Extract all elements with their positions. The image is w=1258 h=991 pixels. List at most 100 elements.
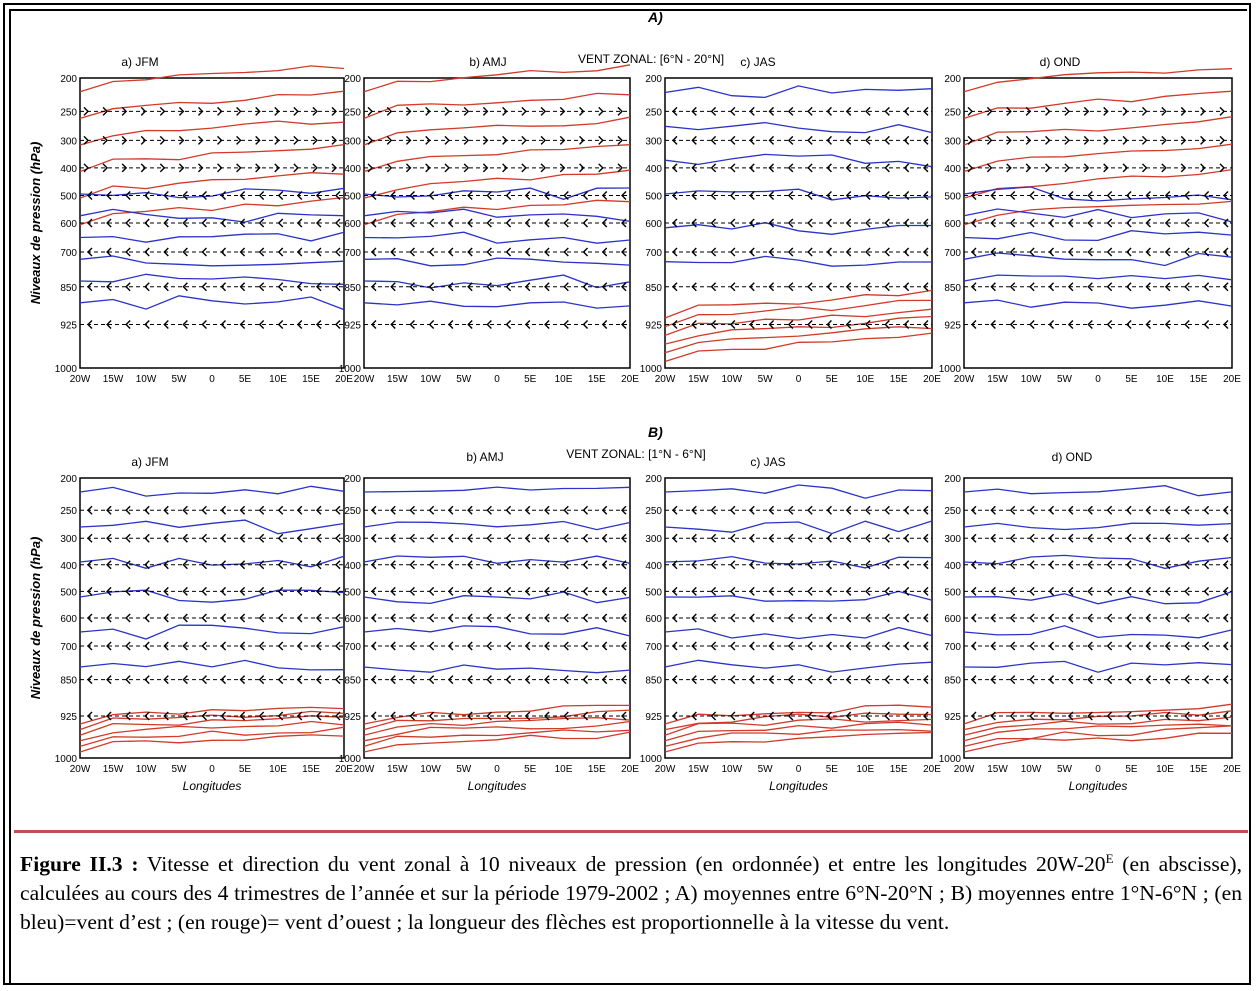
wind-arrow: [447, 586, 454, 596]
wind-arrow: [672, 320, 678, 329]
easterly-contour: [79, 519, 345, 535]
pressure-tick-label: 850: [645, 676, 662, 687]
wind-arrow: [163, 675, 169, 685]
wind-arrow: [447, 613, 454, 623]
wind-arrow: [367, 163, 373, 173]
westerly-contour: [79, 65, 345, 93]
longitude-tick-label: 10W: [1021, 764, 1042, 775]
easterly-contour: [963, 274, 1233, 282]
pressure-tick-label: 600: [645, 614, 662, 625]
wind-arrow: [182, 560, 188, 570]
wind-arrow: [986, 106, 993, 116]
wind-arrow: [386, 106, 393, 116]
wind-arrow: [884, 247, 890, 257]
wind-arrow: [467, 675, 473, 685]
wind-arrow: [749, 163, 755, 173]
wind-arrow: [1164, 282, 1171, 292]
wind-arrow: [258, 560, 265, 570]
wind-arrow: [1122, 135, 1129, 145]
wind-arrow: [845, 218, 852, 228]
wind-arrow: [371, 533, 377, 543]
wind-arrow: [990, 218, 996, 228]
wind-arrow: [544, 505, 550, 515]
westerly-contour: [664, 332, 933, 363]
panel-1: a) JFM 200 250 300 400 500 600 700 850 925 100020W…: [55, 455, 353, 793]
easterly-contour: [963, 522, 1233, 531]
wind-arrow: [865, 711, 871, 721]
wind-arrow: [1223, 282, 1229, 292]
caption-text: Vitesse et direction du vent zonal à 10 …: [138, 852, 1106, 877]
wind-arrow: [467, 560, 473, 570]
wind-arrow: [729, 282, 736, 292]
wind-arrow: [544, 190, 550, 200]
pressure-tick-label: 250: [344, 506, 361, 517]
pressure-tick-label: 250: [645, 107, 662, 118]
wind-arrow: [903, 163, 910, 173]
pressure-tick-label: 500: [60, 587, 77, 598]
longitude-tick-label: 0: [209, 374, 215, 385]
wind-arrow: [923, 641, 929, 651]
panel-label: c) JAS: [740, 55, 775, 69]
wind-arrow: [159, 106, 166, 116]
pressure-tick-label: 400: [344, 561, 361, 572]
wind-arrow: [296, 190, 303, 200]
longitude-tick-label: 5E: [826, 764, 839, 775]
wind-arrow: [371, 560, 377, 570]
wind-arrow: [1045, 163, 1051, 173]
wind-arrow: [544, 675, 550, 685]
wind-arrow: [884, 586, 890, 596]
pressure-tick-label: 300: [344, 534, 361, 545]
wind-arrow: [1006, 163, 1012, 173]
wind-arrow: [1184, 190, 1190, 200]
pressure-tick-label: 300: [344, 136, 361, 147]
wind-arrow: [239, 675, 246, 685]
wind-arrow: [1048, 613, 1055, 623]
wind-arrow: [315, 533, 322, 543]
wind-arrow: [335, 505, 341, 515]
wind-arrow: [1067, 282, 1074, 292]
longitude-tick-label: 20W: [354, 374, 375, 385]
wind-arrow: [425, 135, 431, 145]
wind-arrow: [390, 190, 396, 200]
wind-arrow: [277, 613, 284, 623]
wind-arrow: [315, 675, 322, 685]
easterly-contour: [363, 664, 631, 674]
wind-arrow: [1048, 641, 1055, 651]
wind-arrow: [217, 106, 223, 116]
wind-arrow: [903, 586, 910, 596]
wind-arrow: [239, 711, 246, 721]
wind-arrow: [371, 505, 377, 515]
wind-arrow: [428, 505, 435, 515]
wind-arrow: [87, 560, 93, 570]
wind-arrow: [409, 320, 415, 329]
easterly-contour: [79, 295, 345, 311]
wind-arrow: [1223, 711, 1229, 721]
wind-arrow: [277, 560, 284, 570]
wind-arrow: [579, 135, 585, 145]
wind-arrow: [1126, 320, 1132, 329]
wind-arrow: [277, 711, 284, 721]
wind-arrow: [102, 135, 109, 145]
wind-arrow: [826, 282, 832, 292]
wind-arrow: [582, 505, 589, 515]
wind-arrow: [990, 320, 996, 329]
westerly-contour: [963, 90, 1233, 120]
wind-arrow: [601, 711, 608, 721]
wind-arrow: [178, 106, 185, 116]
wind-arrow: [729, 560, 736, 570]
wind-arrow: [1161, 106, 1167, 116]
wind-arrow: [617, 106, 623, 116]
wind-arrow: [1083, 106, 1090, 116]
wind-arrow: [563, 533, 569, 543]
wind-arrow: [807, 613, 813, 623]
wind-arrow: [524, 505, 531, 515]
westerly-contour: [363, 64, 631, 93]
wind-arrow: [563, 613, 569, 623]
wind-arrow: [563, 320, 569, 329]
wind-arrow: [87, 505, 93, 515]
wind-arrow: [971, 675, 977, 685]
longitude-tick-label: 20W: [70, 374, 91, 385]
wind-arrow: [220, 282, 227, 292]
wind-arrow: [691, 320, 697, 329]
wind-arrow: [1203, 711, 1210, 721]
